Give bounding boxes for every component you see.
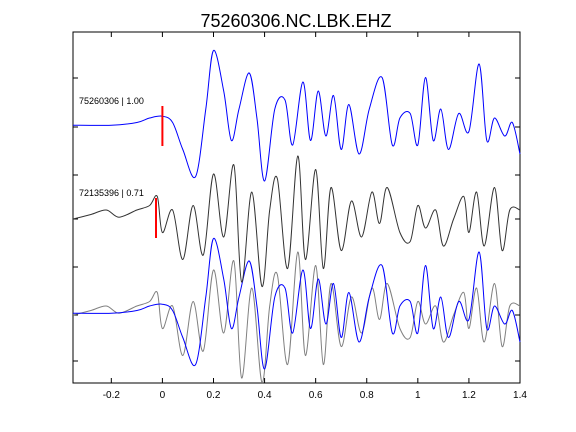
x-tick-label: 0.4 [258,390,272,401]
x-tick-label: 1.2 [462,390,476,401]
x-axis-tick-labels: -0.2 0 0.2 0.4 0.6 0.8 1 1.2 1.4 [103,390,528,401]
pick-markers [155,106,164,238]
trace-label-1: 75260306 | 1.00 [79,96,144,106]
x-tick-label: 0.6 [309,390,323,401]
x-tick-label: -0.2 [103,390,121,401]
plot-area [72,31,521,384]
x-tick-label: 0 [160,390,166,401]
waveform-traces [72,49,521,384]
overlay-trace-1 [72,251,521,384]
x-tick-label: 1.4 [513,390,527,401]
overlay-trace-2 [72,237,521,370]
trace-2 [72,155,521,288]
chart-title: 75260306.NC.LBK.EHZ [200,11,391,31]
x-tick-label: 0.8 [360,390,374,401]
trace-1 [72,49,521,182]
x-axis-ticks [110,32,521,383]
trace-labels: 75260306 | 1.00 72135396 | 0.71 [79,96,144,198]
x-tick-label: 0.2 [207,390,221,401]
x-tick-label: 1 [415,390,421,401]
trace-label-2: 72135396 | 0.71 [79,188,144,198]
